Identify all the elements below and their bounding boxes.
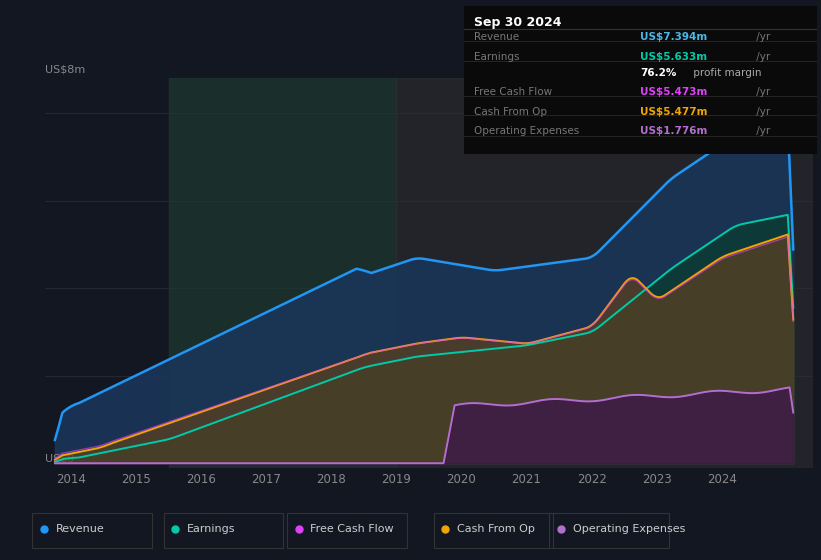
Text: Operating Expenses: Operating Expenses: [475, 126, 580, 136]
Text: Revenue: Revenue: [475, 32, 520, 43]
Text: Free Cash Flow: Free Cash Flow: [310, 524, 394, 534]
Text: US$5.477m: US$5.477m: [640, 106, 708, 116]
Text: /yr: /yr: [754, 126, 771, 136]
Text: /yr: /yr: [754, 32, 771, 43]
Text: /yr: /yr: [754, 52, 771, 62]
Text: US$1.776m: US$1.776m: [640, 126, 708, 136]
Text: US$8m: US$8m: [45, 64, 85, 74]
Bar: [169, 78, 397, 468]
Text: Operating Expenses: Operating Expenses: [572, 524, 685, 534]
Text: Cash From Op: Cash From Op: [456, 524, 534, 534]
Text: US$0: US$0: [45, 454, 75, 464]
Bar: [397, 78, 813, 468]
Text: US$5.633m: US$5.633m: [640, 52, 708, 62]
Text: Sep 30 2024: Sep 30 2024: [475, 16, 562, 29]
Text: /yr: /yr: [754, 87, 771, 97]
Text: Revenue: Revenue: [56, 524, 104, 534]
Text: /yr: /yr: [754, 106, 771, 116]
Text: US$5.473m: US$5.473m: [640, 87, 708, 97]
Text: Earnings: Earnings: [475, 52, 520, 62]
Text: Free Cash Flow: Free Cash Flow: [475, 87, 553, 97]
Text: profit margin: profit margin: [690, 68, 761, 78]
Text: US$7.394m: US$7.394m: [640, 32, 708, 43]
Text: Cash From Op: Cash From Op: [475, 106, 548, 116]
Text: Earnings: Earnings: [186, 524, 235, 534]
Text: 76.2%: 76.2%: [640, 68, 677, 78]
